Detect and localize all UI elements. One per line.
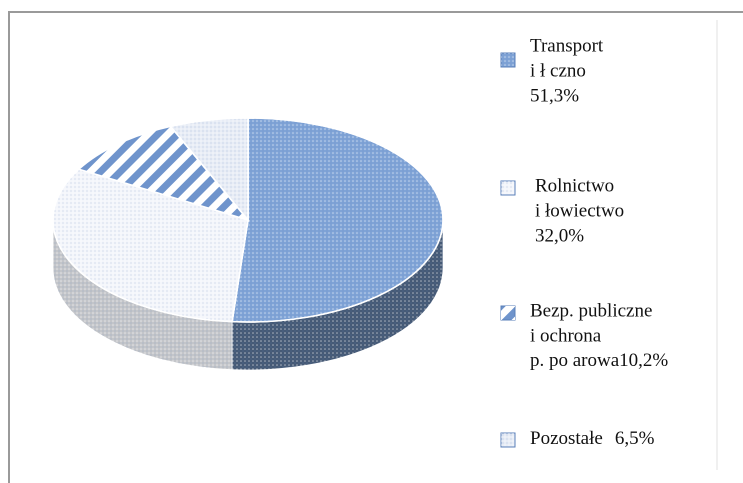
pie-side-texture xyxy=(232,220,443,370)
pie-side-texture xyxy=(53,220,233,370)
pie-sides xyxy=(52,219,444,371)
legend-label: Pozostałe 6,5% xyxy=(530,428,655,449)
legend-marker-texture xyxy=(501,306,515,320)
pie-slice-outline xyxy=(169,117,249,223)
legend-marker-texture xyxy=(501,433,515,447)
legend-category: Pozostałe xyxy=(530,428,603,449)
pie-slice-outline xyxy=(231,117,444,323)
legend-category: Bezp. publiczne xyxy=(530,300,652,321)
legend-item: Bezp. publiczne i ochrona p. po arowa10,2% xyxy=(500,300,668,371)
legend-category: Transport xyxy=(530,35,604,56)
pie-tops xyxy=(52,117,444,323)
legend-value: 32,0% xyxy=(535,225,584,246)
legend-category: i ochrona xyxy=(530,325,602,346)
legend-category: i łowiectwo xyxy=(535,200,624,221)
pie-slice-texture xyxy=(232,118,443,322)
legend-marker-texture xyxy=(501,53,515,67)
legend-item: Pozostałe 6,5% xyxy=(500,428,655,449)
pie-slice-outline xyxy=(52,168,249,323)
pie-slice-texture xyxy=(170,118,248,220)
legend-value: 6,5% xyxy=(615,428,655,449)
pie-slice-texture xyxy=(52,169,249,322)
legend-label: p. po arowa10,2% xyxy=(530,350,668,371)
legend-value: 51,3% xyxy=(530,85,579,106)
legend-item: Rolnictwo i łowiectwo 32,0% xyxy=(500,175,624,246)
legend-item: Transport i ł czno 51,3% xyxy=(500,35,604,106)
legend-category: i ł czno xyxy=(530,60,586,81)
pie-slice-texture xyxy=(78,126,249,220)
legend-category: Rolnictwo xyxy=(535,175,614,196)
legend-category: p. po arowa xyxy=(530,350,620,371)
legend-marker-texture xyxy=(501,181,515,195)
legend-value: 10,2% xyxy=(619,350,668,371)
